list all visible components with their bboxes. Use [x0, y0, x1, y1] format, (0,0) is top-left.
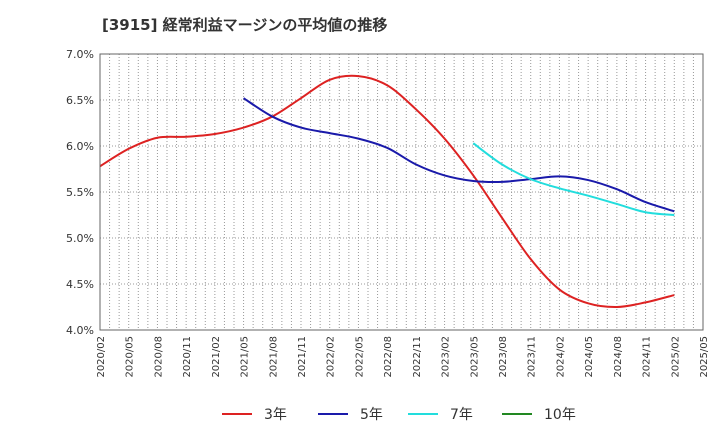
- x-tick-label: 2020/02: [96, 336, 107, 378]
- series-line-2: [243, 97, 675, 213]
- y-tick-label: 5.5%: [66, 186, 94, 199]
- x-tick-label: 2022/05: [354, 336, 365, 378]
- plot-background: [100, 54, 703, 330]
- y-axis: 4.0% 4.5% 5.0% 5.5% 6.0% 6.5% 7.0%: [66, 48, 94, 337]
- x-tick-label: 2022/11: [412, 336, 423, 378]
- x-tick-label: 2024/05: [584, 336, 595, 378]
- x-tick-label: 2022/02: [326, 336, 337, 378]
- x-tick-label: 2021/11: [297, 336, 308, 378]
- x-tick-label: 2025/05: [699, 336, 710, 378]
- y-tick-label: 5.0%: [66, 232, 94, 245]
- y-tick-label: 4.5%: [66, 278, 94, 291]
- y-tick-label: 6.5%: [66, 94, 94, 107]
- series-line-1: [99, 74, 675, 309]
- x-tick-label: 2023/02: [441, 336, 452, 378]
- y-tick-label: 4.0%: [66, 324, 94, 337]
- series-lines: [99, 74, 675, 309]
- plot-border: [99, 53, 704, 331]
- y-tick-label: 7.0%: [66, 48, 94, 61]
- legend: 3年 5年 7年 10年: [222, 407, 576, 423]
- legend-label: 5年: [360, 407, 383, 423]
- x-tick-label: 2022/08: [383, 336, 394, 378]
- legend-label: 7年: [450, 407, 473, 423]
- x-tick-label: 2020/05: [125, 336, 136, 378]
- chart-title: [3915] 経常利益マージンの平均値の推移: [102, 16, 388, 34]
- x-tick-label: 2021/05: [240, 336, 251, 378]
- x-tick-label: 2021/08: [268, 336, 279, 378]
- x-tick-label: 2024/08: [613, 336, 624, 378]
- x-tick-label: 2023/11: [527, 336, 538, 378]
- y-tick-label: 6.0%: [66, 140, 94, 153]
- x-tick-label: 2024/02: [555, 336, 566, 378]
- x-tick-label: 2020/08: [153, 336, 164, 378]
- series-line-3: [472, 142, 675, 216]
- x-tick-label: 2023/05: [469, 336, 480, 378]
- x-tick-label: 2024/11: [642, 336, 653, 378]
- x-tick-label: 2021/02: [211, 336, 222, 378]
- legend-label: 3年: [264, 407, 287, 423]
- legend-label: 10年: [544, 407, 576, 423]
- x-tick-label: 2020/11: [182, 336, 193, 378]
- x-tick-label: 2023/08: [498, 336, 509, 378]
- x-axis: 2020/02 2020/05 2020/08 2020/11 2021/02 2021/…: [96, 336, 710, 378]
- x-tick-label: 2025/02: [670, 336, 681, 378]
